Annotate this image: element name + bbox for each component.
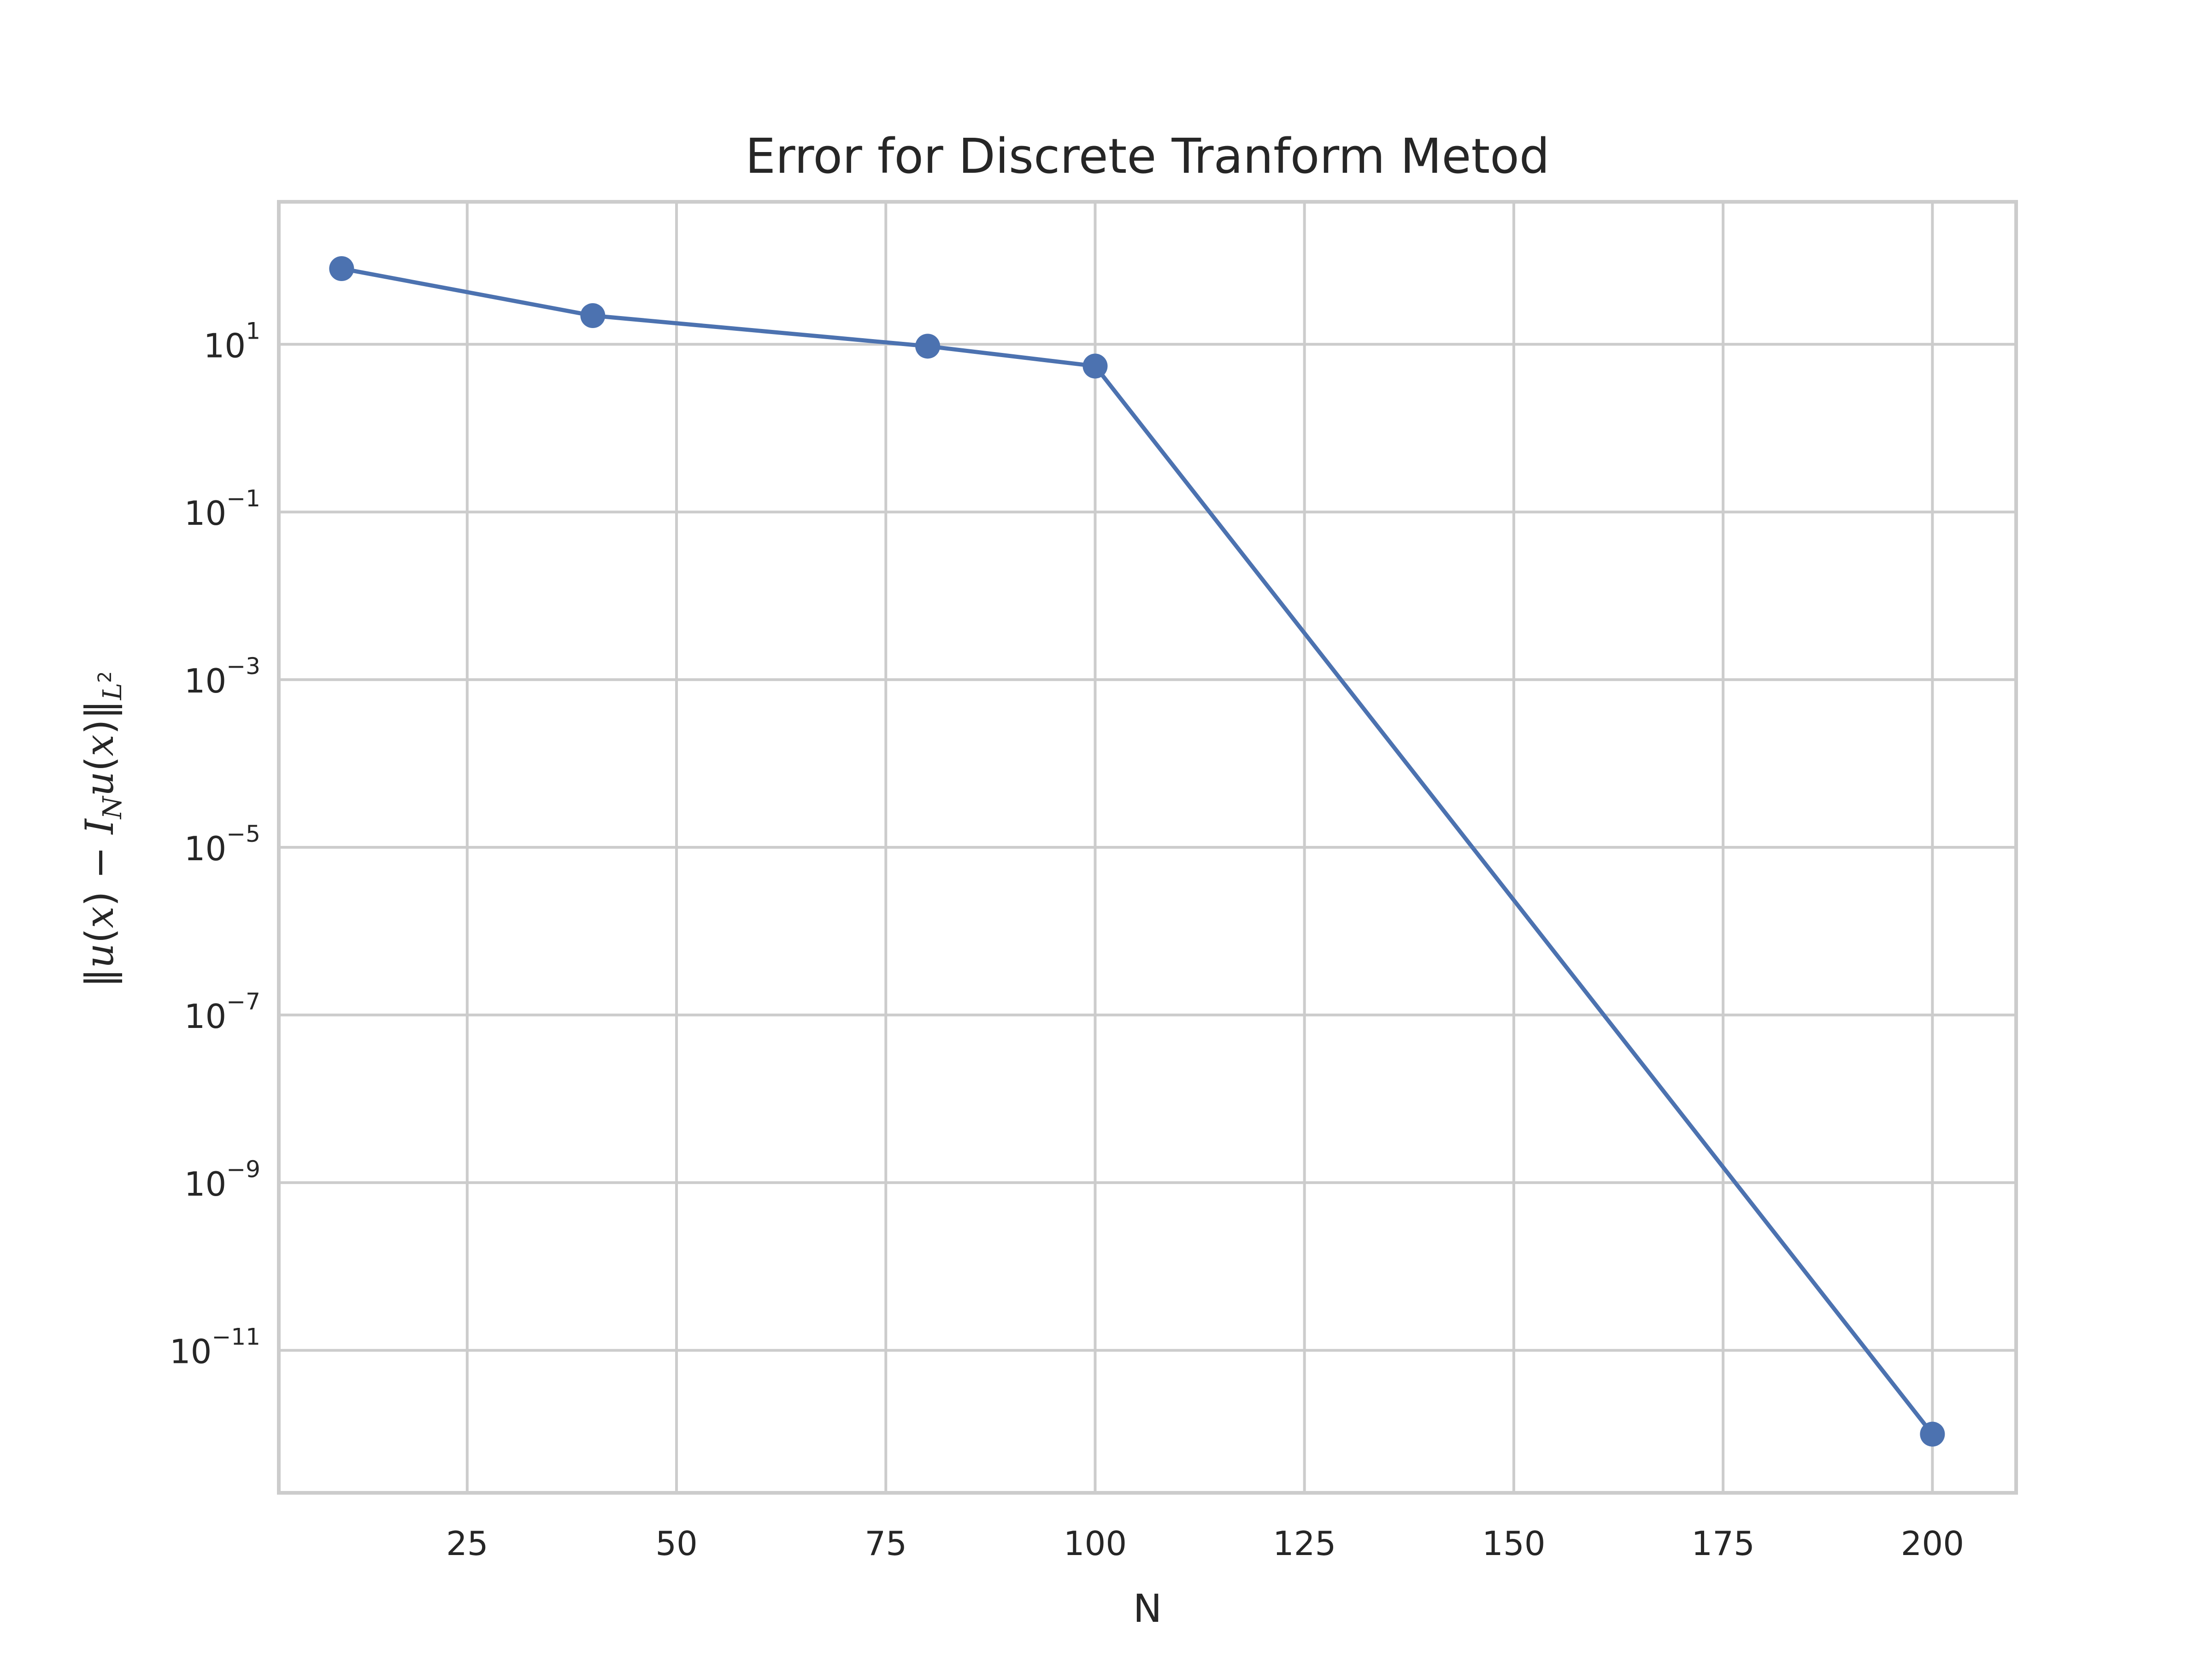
data-point [329, 256, 354, 281]
x-tick-label: 75 [865, 1524, 907, 1563]
y-tick-label: 101 [204, 317, 260, 365]
svg-text:‖u(x) − INu(x)‖L2: ‖u(x) − INu(x)‖L2 [77, 671, 128, 988]
y-axis-ticks: 101 10−1 10−3 10−5 10−7 10−9 10−11 [170, 317, 260, 1371]
y-tick-label: 10−11 [170, 1324, 260, 1371]
x-tick-label: 125 [1273, 1524, 1336, 1563]
chart-title: Error for Discrete Tranform Metod [745, 128, 1550, 184]
x-axis-ticks: 25 50 75 100 125 150 175 200 [446, 1524, 1964, 1563]
y-tick-label: 10−1 [184, 485, 260, 533]
axes-frame [277, 200, 2018, 1495]
x-tick-label: 175 [1691, 1524, 1754, 1563]
x-tick-label: 25 [446, 1524, 488, 1563]
data-point [580, 303, 606, 329]
x-tick-label: 100 [1064, 1524, 1127, 1563]
data-point [1920, 1421, 1945, 1447]
plot-frame [277, 200, 2018, 1495]
x-axis-label: N [1133, 1586, 1162, 1631]
y-axis-label: ‖u(x) − INu(x)‖L2 [77, 671, 128, 988]
y-tick-label: 10−9 [184, 1156, 260, 1203]
grid-lines [279, 202, 2016, 1493]
data-point [1082, 353, 1108, 379]
x-tick-label: 50 [655, 1524, 698, 1563]
y-tick-label: 10−7 [184, 988, 260, 1036]
data-point [915, 334, 941, 359]
x-tick-label: 150 [1482, 1524, 1545, 1563]
y-tick-label: 10−3 [184, 653, 260, 700]
series-group [329, 256, 1945, 1447]
x-tick-label: 200 [1901, 1524, 1964, 1563]
y-tick-label: 10−5 [184, 821, 260, 868]
